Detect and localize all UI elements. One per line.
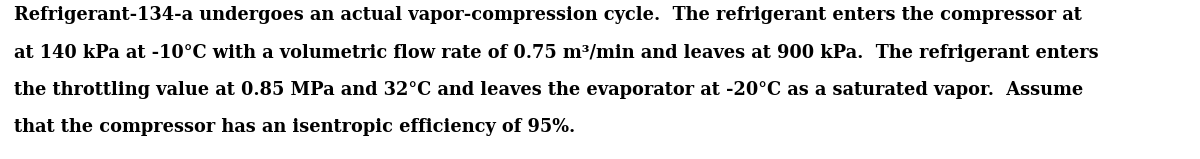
Text: Refrigerant-134-a undergoes an actual vapor-compression cycle.  The refrigerant : Refrigerant-134-a undergoes an actual va… — [14, 6, 1082, 24]
Text: the throttling value at 0.85 MPa and 32°C and leaves the evaporator at -20°C as : the throttling value at 0.85 MPa and 32°… — [14, 81, 1084, 99]
Text: that the compressor has an isentropic efficiency of 95%.: that the compressor has an isentropic ef… — [14, 118, 576, 136]
Text: at 140 kPa at -10°C with a volumetric flow rate of 0.75 m³/min and leaves at 900: at 140 kPa at -10°C with a volumetric fl… — [14, 44, 1099, 62]
